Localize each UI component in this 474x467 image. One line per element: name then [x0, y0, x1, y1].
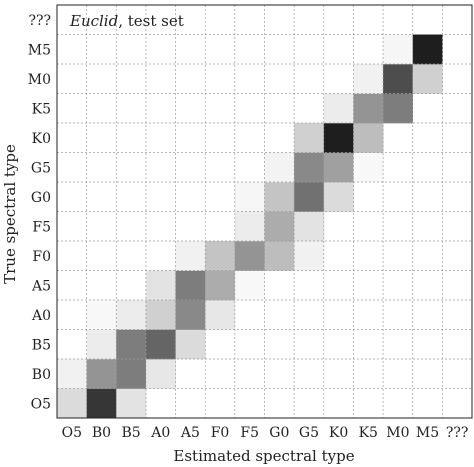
y-tick-label: F0 — [32, 249, 51, 265]
heatmap-cell-B5-A5 — [175, 329, 206, 360]
x-tick-label: ??? — [446, 425, 469, 441]
heatmap-cell-M0-M5 — [412, 64, 443, 94]
chart-title: Euclid, test set — [69, 12, 184, 30]
heatmap-cell-A0-B0 — [86, 300, 117, 330]
chart-title-rest: , test set — [118, 12, 184, 30]
heatmap-cell-K5-M0 — [383, 93, 414, 124]
heatmap-cell-F0-F0 — [205, 241, 236, 271]
y-tick-label: A0 — [31, 308, 51, 324]
heatmap-cell-B5-B0 — [86, 329, 117, 360]
heatmap-cell-O5-O5 — [57, 388, 87, 419]
heatmap-cell-F5-G5 — [294, 211, 325, 242]
x-tick-label: B5 — [122, 425, 141, 441]
heatmap-cell-G0-G5 — [294, 182, 325, 212]
heatmap-cell-A5-A0 — [145, 270, 176, 301]
chart-title-italic: Euclid — [69, 12, 118, 30]
y-tick-label: F5 — [32, 219, 51, 235]
heatmap-cell-B0-O5 — [57, 359, 87, 389]
grid-lines — [57, 5, 472, 418]
heatmap-cell-A5-A5 — [175, 270, 206, 301]
heatmap-cell-A0-A0 — [145, 300, 176, 330]
x-tick-labels: O5 B0 B5 A0 A5 F0 F5 G0 G5 K0 K5 M0 M5??? — [62, 425, 469, 441]
heatmap-cell-A5-F5 — [234, 270, 265, 301]
heatmap-cell-K0-K5 — [353, 123, 384, 153]
heatmap-cells — [57, 34, 443, 419]
y-tick-label: A5 — [31, 278, 51, 294]
y-tick-label: B0 — [32, 367, 51, 383]
x-tick-label: A5 — [180, 425, 200, 441]
heatmap-cell-F5-G0 — [264, 211, 295, 242]
heatmap-cell-O5-B0 — [86, 388, 117, 419]
heatmap-cell-K0-K0 — [323, 123, 354, 153]
y-tick-label: M5 — [28, 42, 51, 58]
heatmap-cell-A0-F0 — [205, 300, 236, 330]
heatmap-cell-B0-B0 — [86, 359, 117, 389]
heatmap-cell-F5-F5 — [234, 211, 265, 242]
x-tick-label: M0 — [386, 425, 409, 441]
heatmap-cell-B5-A0 — [145, 329, 176, 360]
y-tick-label: M0 — [28, 72, 51, 88]
heatmap-cell-M5-M0 — [383, 34, 414, 65]
y-tick-label: ??? — [28, 13, 51, 29]
heatmap-cell-B0-B5 — [116, 359, 147, 389]
x-tick-label: O5 — [62, 425, 82, 441]
y-tick-label: K0 — [32, 131, 51, 147]
y-tick-label: B5 — [32, 337, 51, 353]
y-tick-label: G0 — [31, 190, 51, 206]
heatmap-cell-G5-G5 — [294, 152, 325, 183]
x-tick-label: M5 — [416, 425, 439, 441]
heatmap-cell-A5-F0 — [205, 270, 236, 301]
heatmap-cell-B5-B5 — [116, 329, 147, 360]
heatmap-cell-F0-G5 — [294, 241, 325, 271]
y-tick-labels: O5 B0 B5 A0 A5 F0 F5 G0 G5 K0 K5 M0 M5??? — [28, 13, 51, 413]
heatmap-cell-K0-G5 — [294, 123, 325, 153]
y-tick-label: G5 — [31, 160, 51, 176]
x-tick-label: K0 — [329, 425, 348, 441]
heatmap-cell-K5-K0 — [323, 93, 354, 124]
x-tick-label: G0 — [269, 425, 289, 441]
y-axis-label: True spectral type — [1, 144, 19, 284]
y-tick-label: O5 — [31, 396, 51, 412]
heatmap-cell-F0-G0 — [264, 241, 295, 271]
x-tick-label: G5 — [299, 425, 319, 441]
heatmap-cell-M0-K5 — [353, 64, 384, 94]
heatmap-cell-G0-G0 — [264, 182, 295, 212]
heatmap-cell-O5-B5 — [116, 388, 147, 419]
x-tick-label: F5 — [240, 425, 259, 441]
heatmap-cell-G0-K0 — [323, 182, 354, 212]
x-axis-label: Estimated spectral type — [173, 447, 354, 465]
y-tick-label: K5 — [32, 101, 51, 117]
heatmap-cell-G5-G0 — [264, 152, 295, 183]
heatmap-cell-F0-F5 — [234, 241, 265, 271]
heatmap-cell-M5-M5 — [412, 34, 443, 65]
x-tick-label: B0 — [92, 425, 111, 441]
heatmap-cell-A0-A5 — [175, 300, 206, 330]
heatmap-cell-G5-K0 — [323, 152, 354, 183]
heatmap-cell-F0-A5 — [175, 241, 206, 271]
heatmap-cell-A0-B5 — [116, 300, 147, 330]
heatmap-cell-G0-F5 — [234, 182, 265, 212]
heatmap-cell-G5-K5 — [353, 152, 384, 183]
x-tick-label: K5 — [359, 425, 378, 441]
heatmap-cell-M0-M0 — [383, 64, 414, 94]
x-tick-label: A0 — [150, 425, 170, 441]
heatmap-cell-K5-K5 — [353, 93, 384, 124]
plot-frame — [56, 4, 473, 419]
heatmap-cell-B0-A0 — [145, 359, 176, 389]
x-tick-label: F0 — [211, 425, 230, 441]
